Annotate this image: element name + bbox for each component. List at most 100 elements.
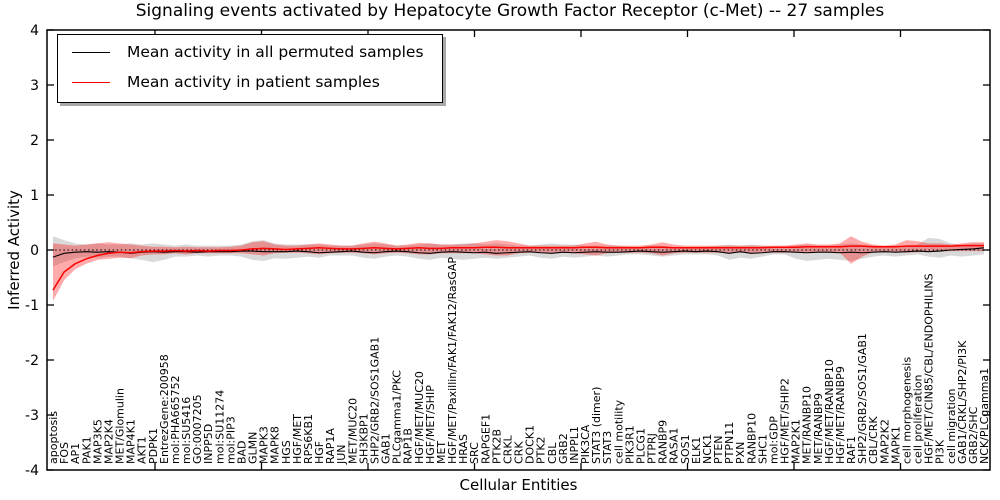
x-category-label: GLMN	[247, 432, 260, 464]
y-tick-label: -2	[25, 353, 39, 369]
x-category-label: PTPRJ	[646, 433, 659, 464]
x-category-label: NCK1	[701, 434, 714, 464]
x-category-label: HGF/MET/RANBP10	[823, 359, 836, 464]
x-category-label: cell morphogenesis	[900, 357, 913, 464]
legend-label-patient: Mean activity in patient samples	[127, 73, 380, 91]
y-tick-label: 0	[30, 243, 39, 259]
x-category-label: PTK2	[535, 436, 548, 464]
x-category-label: mol:PHA665752	[169, 375, 182, 464]
x-category-label: MET/RANBP9	[812, 393, 825, 464]
x-category-label: RPS6KB1	[302, 414, 315, 464]
patient-range-band	[53, 236, 984, 302]
x-category-label: HGF	[313, 441, 326, 464]
legend-item-patient: Mean activity in patient samples	[72, 73, 424, 91]
x-category-label: ELK1	[690, 437, 703, 464]
x-category-label: MAP2K2	[878, 419, 891, 464]
x-category-label: MAP3K5	[91, 419, 104, 464]
x-category-label: PTPN11	[723, 422, 736, 464]
x-category-label: cell migration	[945, 388, 958, 464]
legend-item-permuted: Mean activity in all permuted samples	[72, 43, 424, 61]
x-category-label: SHP2/GRB2/SOS1/GAB1	[856, 333, 869, 464]
x-category-label: PTK2B	[490, 429, 503, 464]
x-category-label: PIK3R1	[623, 425, 636, 464]
x-category-label: PLCgamma1/PKC	[391, 370, 404, 464]
patient-line-swatch	[72, 81, 110, 83]
x-category-label: RANBP10	[745, 413, 758, 464]
x-category-label: HGF/MET/CIN85/CBL/ENDOPHILINS	[923, 273, 936, 464]
x-category-label: AP1	[69, 443, 82, 464]
x-category-label: MAP2K1	[790, 419, 803, 464]
x-category-label: SHP2/GRB2/SOS1GAB1	[368, 337, 381, 464]
x-category-label: SHC1	[756, 434, 769, 464]
x-category-label: PIK3CA	[579, 424, 592, 464]
x-category-label: CRKL	[501, 434, 514, 464]
x-category-label: MET/Glomulin	[114, 388, 127, 464]
x-category-label: EntrezGene:200958	[158, 354, 171, 464]
x-category-label: INPP5D	[202, 424, 215, 464]
x-category-label: RAF1	[845, 436, 858, 464]
x-category-label: MAPK8	[269, 426, 282, 464]
x-category-label: mol:SU5416	[180, 397, 193, 464]
x-category-label: HRAS	[457, 434, 470, 464]
x-category-label: CBL	[546, 442, 559, 464]
x-category-label: RANBP9	[657, 420, 670, 464]
x-category-label: HGF/MET/SHIP	[424, 385, 437, 464]
x-category-label: STAT3	[601, 431, 614, 464]
x-category-label: HGF/MET/MUC20	[413, 371, 426, 464]
x-category-label: PTEN	[712, 435, 725, 464]
x-category-label: PLCG1	[634, 428, 647, 464]
x-category-label: MET/RANBP10	[801, 386, 814, 464]
y-tick-label: 4	[30, 23, 39, 39]
x-category-label: PAK1	[80, 436, 93, 464]
x-category-label: FOS	[58, 442, 71, 464]
x-category-label: INPPL1	[568, 426, 581, 464]
y-tick-label: 1	[30, 188, 39, 204]
x-category-label: STAT3 (dimer)	[590, 387, 603, 464]
x-category-label: GO:0007205	[191, 394, 204, 464]
x-category-label: MAPK1	[889, 426, 902, 464]
x-category-label: HGF/MET/RANBP9	[834, 366, 847, 464]
x-category-label: PXN	[734, 442, 747, 464]
x-category-label: PI3K	[934, 439, 947, 464]
x-category-label: DOCK1	[524, 425, 537, 464]
x-category-label: MAP4K1	[125, 419, 138, 464]
y-tick-label: -3	[25, 408, 39, 424]
y-tick-label: 2	[30, 133, 39, 149]
x-category-label: GRB2	[557, 433, 570, 464]
x-category-label: MET	[435, 441, 448, 464]
x-category-label: HGS	[280, 440, 293, 464]
x-category-label: mol:SU11274	[213, 390, 226, 464]
x-category-label: cell motility	[612, 399, 625, 464]
patient-mean-line	[52, 244, 984, 291]
legend-label-permuted: Mean activity in all permuted samples	[127, 43, 424, 61]
x-category-label: HGF/MET/SHIP2	[779, 378, 792, 464]
x-category-label: MAPK3	[258, 426, 271, 464]
y-tick-label: 3	[30, 78, 39, 94]
legend: Mean activity in all permuted samples Me…	[57, 34, 443, 103]
x-category-label: RAP1B	[402, 428, 415, 464]
x-category-label: SRC	[468, 442, 481, 464]
y-tick-label: -4	[25, 463, 39, 479]
x-category-label: RAP1A	[324, 428, 337, 464]
x-category-label: SOS1	[679, 434, 692, 464]
x-category-label: apoptosis	[47, 411, 60, 464]
x-category-label: NCK/PLCgamma1	[978, 368, 991, 464]
x-category-label: mol:GDP	[767, 416, 780, 464]
x-category-label: RAPGEF1	[479, 414, 492, 464]
x-category-label: AKT1	[136, 436, 149, 464]
permuted-line-swatch	[72, 51, 110, 53]
x-category-label: GAB1	[380, 433, 393, 464]
x-category-label: GRB2/SHC	[967, 406, 980, 464]
x-category-label: JUN	[335, 444, 348, 465]
x-category-label: PDPK1	[147, 428, 160, 464]
x-axis-label: Cellular Entities	[459, 476, 578, 494]
x-category-label: cell proliferation	[912, 374, 925, 464]
x-category-label: GAB1/CRKL/SHP2/PI3K	[956, 340, 969, 464]
chart-title: Signaling events activated by Hepatocyte…	[135, 1, 885, 21]
x-category-label: SH3KBP1	[357, 413, 370, 464]
x-category-label: MAP2K4	[102, 419, 115, 464]
x-category-label: RASA1	[668, 428, 681, 464]
x-category-label: CBL/CRK	[867, 416, 880, 464]
